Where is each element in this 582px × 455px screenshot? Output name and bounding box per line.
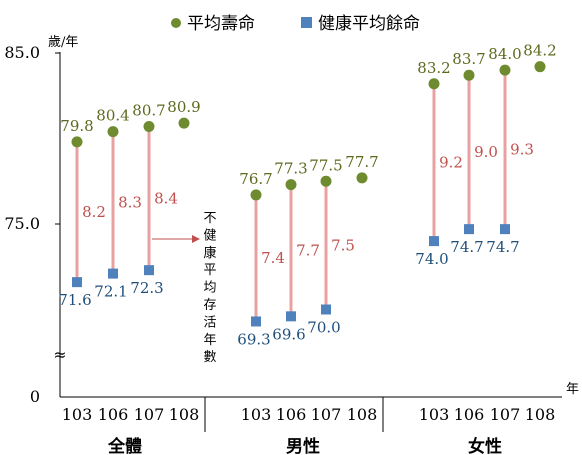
life-expectancy-marker xyxy=(499,64,511,76)
life-expectancy-label: 80.7 xyxy=(132,102,165,120)
series-group-3: 74.0 9.2 83.2 103 74.7 9.0 83.7 106 74.7 9.3 84.0 1… xyxy=(415,42,556,455)
healthy-life-label: 74.7 xyxy=(486,238,519,256)
healthy-life-label: 70.0 xyxy=(307,319,340,337)
healthy-life-marker xyxy=(500,224,510,235)
x-unit-label: 年 xyxy=(566,382,579,397)
life-expectancy-label: 76.7 xyxy=(239,170,272,188)
unhealthy-years-label: 7.5 xyxy=(331,236,355,254)
healthy-life-label: 69.3 xyxy=(237,330,270,348)
x-tick-label: 108 xyxy=(525,405,556,424)
healthy-life-marker xyxy=(464,224,474,235)
x-tick-label: 106 xyxy=(454,405,485,424)
life-expectancy-label: 83.2 xyxy=(417,59,450,77)
annotation-char: 年 xyxy=(203,333,216,348)
life-expectancy-marker xyxy=(356,172,368,184)
legend-health-marker xyxy=(301,17,312,28)
life-expectancy-label: 84.2 xyxy=(523,42,556,60)
x-tick-label: 107 xyxy=(134,405,165,424)
healthy-life-marker xyxy=(321,304,331,315)
plot-area: 71.6 8.2 79.8 103 72.1 8.3 80.4 106 72.3 8.4 80.7 1… xyxy=(58,42,556,455)
life-expectancy-marker xyxy=(107,126,119,138)
healthy-life-marker xyxy=(286,311,296,322)
x-tick-label: 108 xyxy=(347,405,378,424)
annotation: 不健康平均存活年數 xyxy=(152,211,217,365)
annotation-char: 活 xyxy=(203,315,216,330)
x-tick-label: 106 xyxy=(276,405,307,424)
unhealthy-years-label: 8.4 xyxy=(154,189,178,207)
annotation-char: 均 xyxy=(203,281,216,296)
unhealthy-years-label: 8.2 xyxy=(82,203,106,221)
unhealthy-years-label: 9.2 xyxy=(439,153,463,171)
healthy-life-label: 72.1 xyxy=(94,283,127,301)
healthy-life-marker xyxy=(429,236,439,247)
life-expectancy-label: 80.4 xyxy=(96,107,129,125)
life-expectancy-label: 79.8 xyxy=(60,117,93,135)
healthy-life-marker xyxy=(251,316,261,327)
healthy-life-label: 74.0 xyxy=(415,250,448,268)
y-tick-label-85: 85.0 xyxy=(4,43,40,62)
life-expectancy-marker xyxy=(428,78,440,90)
x-tick-label: 108 xyxy=(169,405,200,424)
annotation-char: 康 xyxy=(203,245,216,261)
life-expectancy-marker xyxy=(178,117,190,129)
series-group-2: 69.3 7.4 76.7 103 69.6 7.7 77.3 106 70.0 7.5 77.5 1… xyxy=(237,153,378,455)
healthy-life-marker xyxy=(144,265,154,276)
axis-break-symbol: ≈ xyxy=(53,345,66,364)
life-expectancy-label: 77.5 xyxy=(309,156,342,174)
life-expectancy-label: 77.7 xyxy=(345,153,378,171)
y-unit-label: 歲/年 xyxy=(48,35,78,50)
legend-health-label: 健康平均餘命 xyxy=(318,14,420,34)
series-group-1: 71.6 8.2 79.8 103 72.1 8.3 80.4 106 72.3 8.4 80.7 1… xyxy=(58,98,200,455)
life-expectancy-label: 84.0 xyxy=(488,45,521,63)
life-expectancy-marker xyxy=(320,175,332,187)
unhealthy-years-label: 7.7 xyxy=(296,242,320,260)
x-tick-label: 103 xyxy=(419,405,450,424)
y-tick-label-0: 0 xyxy=(30,387,40,406)
life-expectancy-marker xyxy=(143,121,155,133)
unhealthy-years-label: 9.0 xyxy=(474,143,498,161)
x-tick-label: 106 xyxy=(98,405,129,424)
group-label: 全體 xyxy=(107,436,142,455)
life-expectancy-marker xyxy=(250,189,262,201)
unhealthy-years-label: 9.3 xyxy=(510,141,534,159)
annotation-char: 數 xyxy=(203,350,216,365)
life-expectancy-marker xyxy=(71,136,83,148)
healthy-life-label: 72.3 xyxy=(130,279,163,297)
x-tick-label: 107 xyxy=(311,405,342,424)
annotation-char: 健 xyxy=(203,228,216,243)
axes: 歲/年 年 85.0 75.0 0 ≈ xyxy=(4,35,579,432)
annotation-char: 不 xyxy=(203,211,216,226)
healthy-life-label: 71.6 xyxy=(58,291,91,309)
group-label: 男性 xyxy=(286,436,320,455)
x-tick-label: 103 xyxy=(62,405,93,424)
group-label: 女性 xyxy=(468,436,502,455)
healthy-life-marker xyxy=(72,277,82,288)
annotation-char: 存 xyxy=(203,298,216,313)
healthy-life-label: 69.6 xyxy=(272,325,305,343)
annotation-arrowhead xyxy=(192,235,200,243)
x-tick-label: 103 xyxy=(241,405,272,424)
life-expectancy-marker xyxy=(463,69,475,81)
healthy-life-label: 74.7 xyxy=(450,238,483,256)
life-expectancy-label: 83.7 xyxy=(452,50,485,68)
legend: 平均壽命 健康平均餘命 xyxy=(171,14,420,34)
life-expectancy-label: 77.3 xyxy=(274,160,307,178)
healthy-life-marker xyxy=(108,268,118,279)
life-expectancy-label: 80.9 xyxy=(167,98,200,116)
unhealthy-years-label: 8.3 xyxy=(118,194,142,212)
unhealthy-years-label: 7.4 xyxy=(261,249,285,267)
life-expectancy-marker xyxy=(285,179,297,191)
legend-life-label: 平均壽命 xyxy=(187,14,255,34)
y-tick-label-75: 75.0 xyxy=(4,214,40,233)
x-tick-label: 107 xyxy=(490,405,521,424)
annotation-char: 平 xyxy=(203,263,216,278)
annotation-text: 不健康平均存活年數 xyxy=(203,211,216,365)
legend-life-marker xyxy=(171,18,181,28)
life-expectancy-marker xyxy=(534,61,546,73)
